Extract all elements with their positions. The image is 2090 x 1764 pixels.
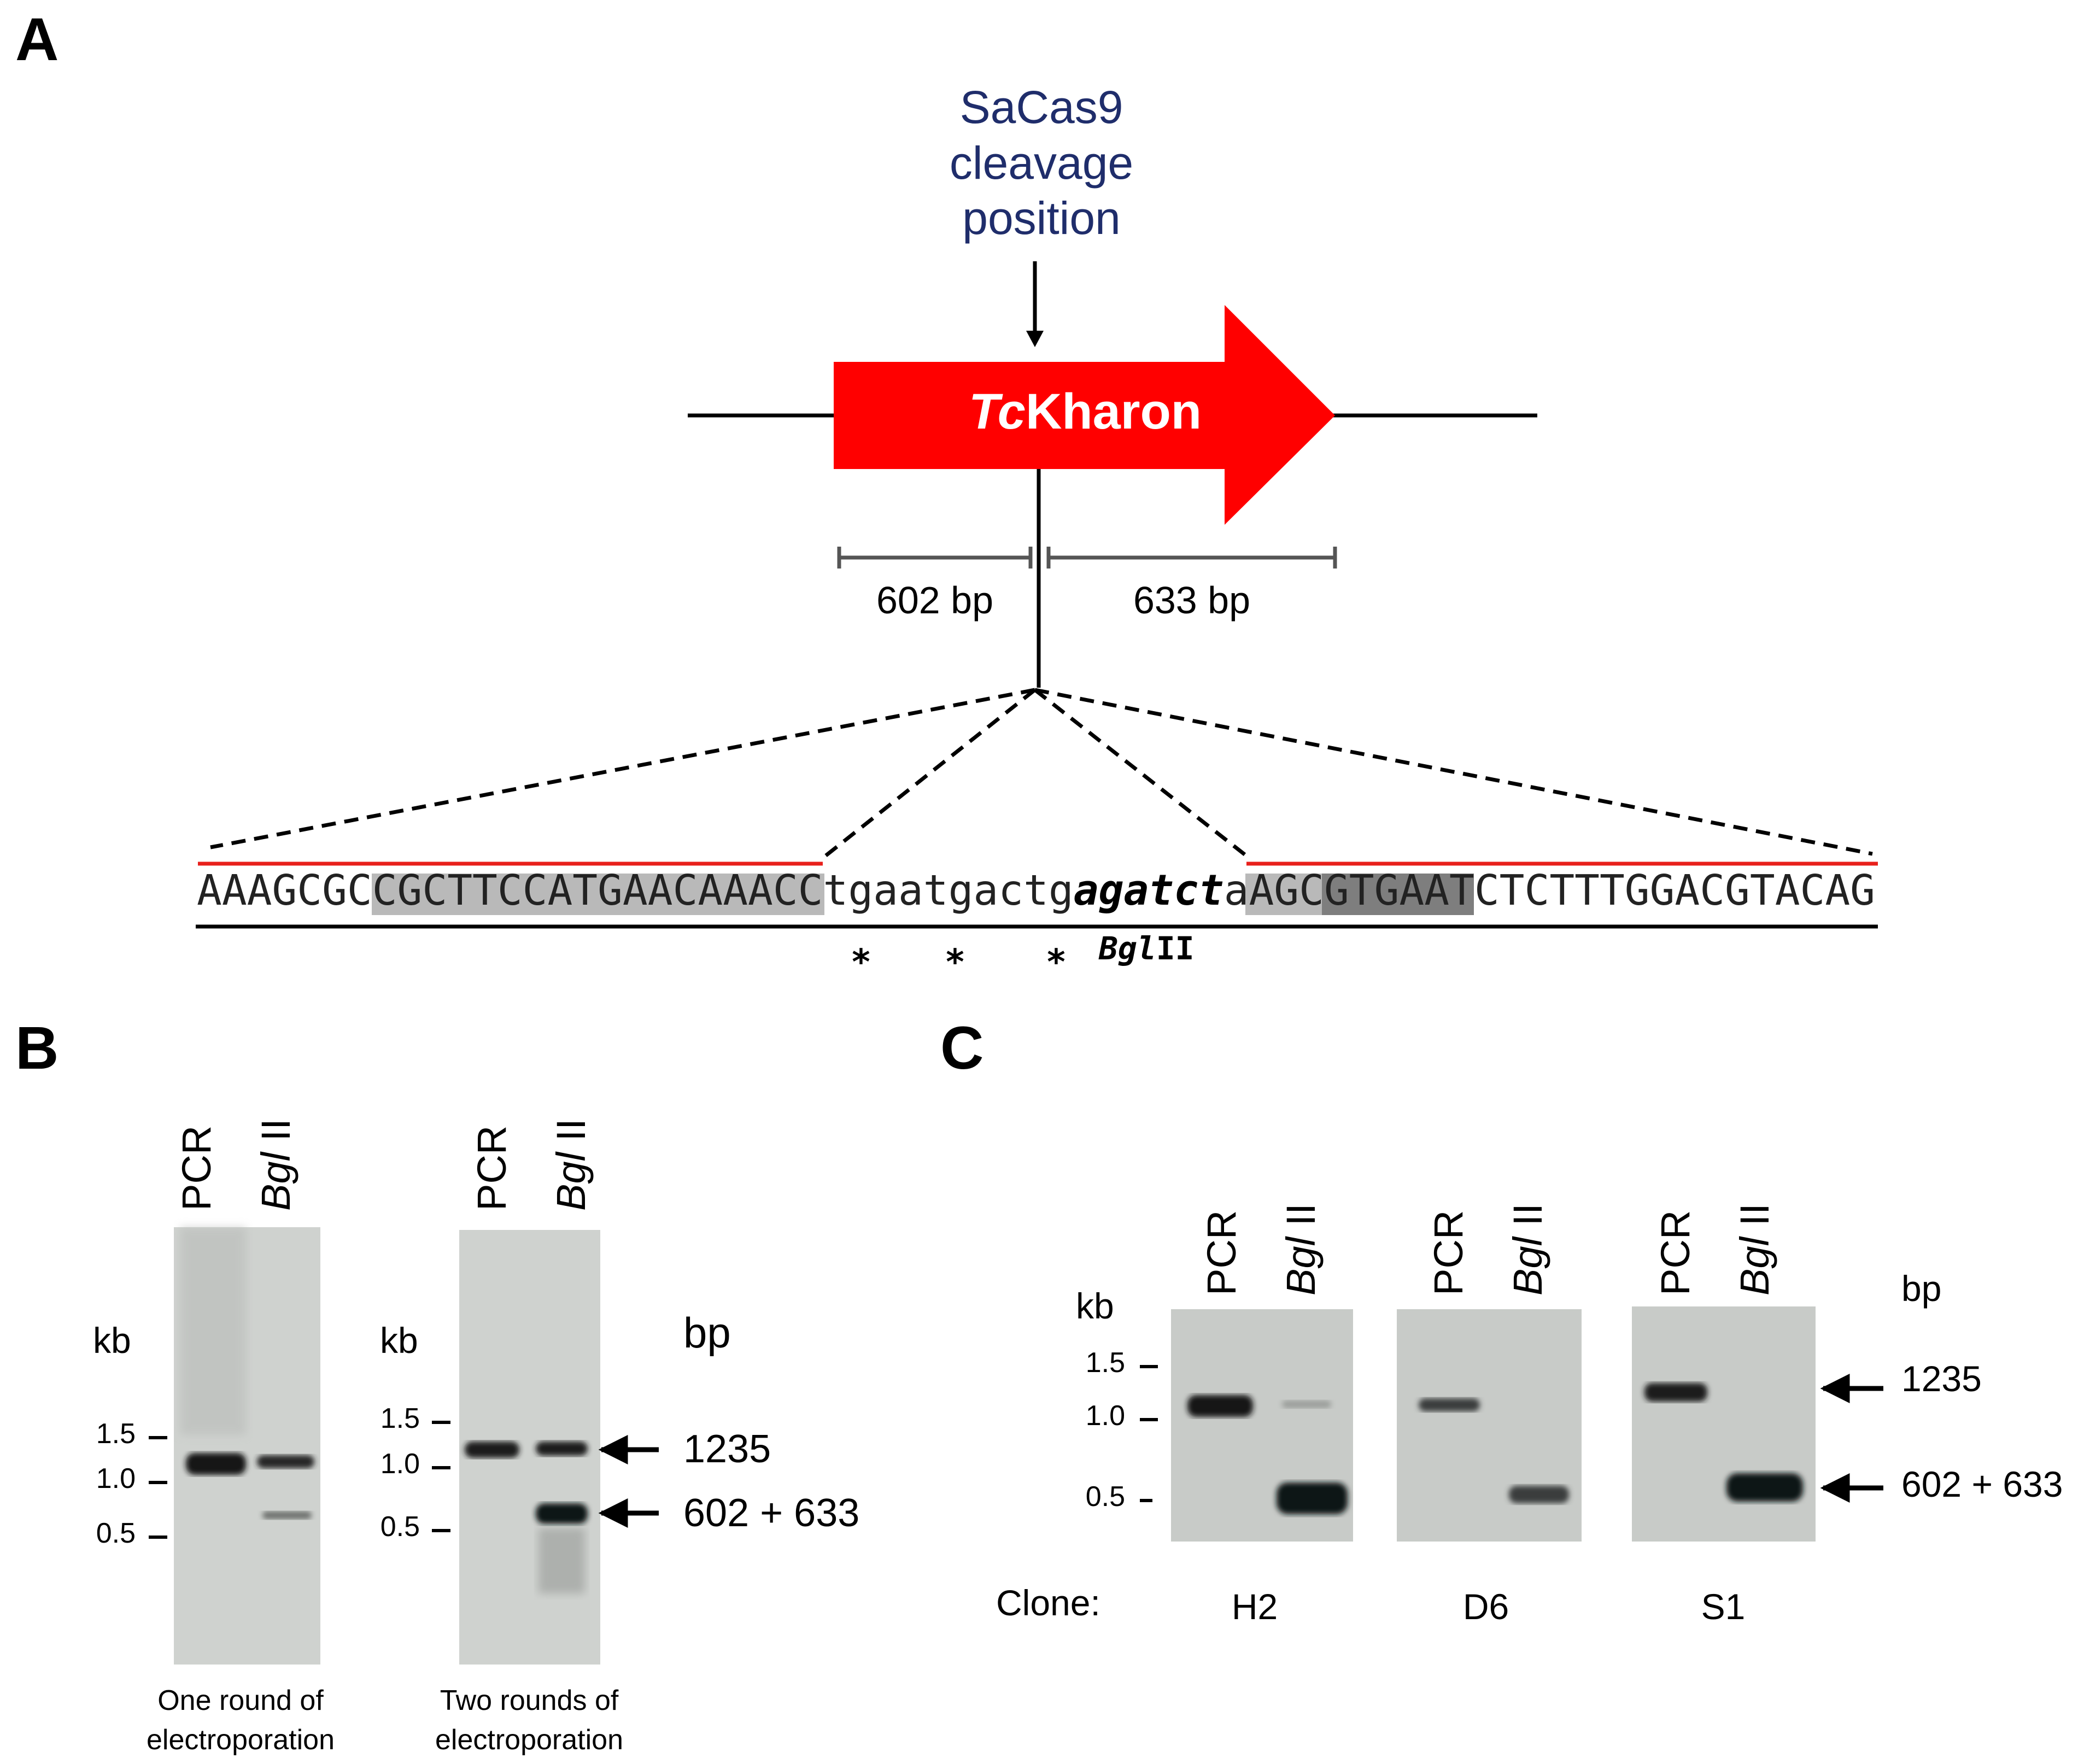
panel-c-band-label-1235: 1235 (1901, 1358, 1982, 1399)
fragment-label-left: 602 bp (876, 579, 993, 622)
sequence-highlight-right-light (1245, 874, 1322, 915)
gel-h2-band-digest-cut (1277, 1482, 1348, 1514)
asterisk-1: * (851, 942, 872, 983)
gel-2-digest-smear (538, 1528, 585, 1593)
zoom-line-inner-right (1033, 688, 1250, 859)
panel-c-markers: 1.5 1.0 0.5 (1086, 1347, 1125, 1513)
panel-c-marker-1.5: 1.5 (1086, 1347, 1125, 1379)
gel-2-unit-kb: kb (380, 1320, 418, 1361)
asterisk-3: * (1046, 942, 1067, 983)
gel-2-band-label-1235: 1235 (683, 1427, 771, 1471)
gel-2-band-digest-cut (536, 1503, 588, 1524)
clone-name-s1: S1 (1701, 1586, 1746, 1627)
gene-arrow (834, 305, 1335, 525)
asterisk-2: * (945, 942, 966, 983)
panel-c-letter: C (940, 1015, 983, 1082)
clone-names: H2 D6 S1 (1232, 1586, 1746, 1627)
panel-b-letter: B (15, 1015, 58, 1082)
gel-d6 (1397, 1309, 1582, 1542)
panel-c-band-label-602-633: 602 + 633 (1901, 1464, 2063, 1504)
sequence-highlight-right-dark (1322, 874, 1474, 915)
gel-1-marker-1.0: 1.0 (96, 1463, 136, 1495)
clone-name-d6: D6 (1463, 1586, 1509, 1627)
gel-1-marker-0.5: 0.5 (96, 1517, 136, 1549)
gel-2-unit-bp: bp (683, 1309, 731, 1357)
gel-h2-lane-bglii: Bgl II (1278, 1203, 1324, 1296)
fragment-label-right: 633 bp (1133, 579, 1250, 622)
panel-c-marker-1.0: 1.0 (1086, 1400, 1125, 1432)
panel-c-lane-labels: PCR Bgl II PCR Bgl II PCR Bgl II (1199, 1203, 1777, 1296)
gel-d6-lane-pcr: PCR (1426, 1210, 1471, 1296)
cleavage-label-line-2: cleavage (950, 137, 1133, 189)
gel-h2-lane-pcr: PCR (1199, 1210, 1244, 1296)
gel-2-marker-ticks (432, 1421, 450, 1532)
gel-s1-image (1632, 1306, 1816, 1542)
gel-2-band-digest-full (536, 1441, 588, 1456)
gel-2-marker-0.5: 0.5 (380, 1511, 420, 1543)
gel-d6-image (1397, 1309, 1582, 1542)
panel-c-unit-bp: bp (1901, 1268, 1941, 1309)
dna-sequence: AAAGCGCCGCTTCCATGAACAAACCtgaatgactgagatc… (197, 866, 1875, 915)
gel-1-lane-smear (180, 1227, 246, 1435)
gel-s1-band-digest-cut (1726, 1473, 1803, 1502)
panel-a: A SaCas9 cleavage position TcKharon 602 … (15, 6, 1878, 983)
gel-d6-lane-bglii: Bgl II (1505, 1203, 1550, 1296)
zoom-line-outer-left (210, 688, 1035, 849)
sequence-highlight-left (372, 874, 824, 915)
panel-c-unit-kb: kb (1076, 1286, 1114, 1326)
clone-name-h2: H2 (1232, 1586, 1278, 1627)
gel-1-unit-kb: kb (93, 1320, 131, 1361)
gel-2-markers: 1.5 1.0 0.5 (380, 1403, 420, 1543)
cleavage-label-line-1: SaCas9 (960, 81, 1123, 133)
gel-2-band-pcr (465, 1441, 519, 1458)
gel-2-marker-1.5: 1.5 (380, 1403, 420, 1434)
gel-1-caption-line-1: One round of (157, 1685, 324, 1716)
gel-1-band-digest-cut (262, 1511, 312, 1519)
zoom-line-outer-right (1034, 688, 1873, 856)
cleavage-label: SaCas9 cleavage position (950, 81, 1133, 244)
zoom-dashed-lines (210, 688, 1873, 859)
fragment-bars (837, 547, 1337, 569)
gel-h2-band-digest-full (1282, 1400, 1331, 1408)
gel-1-markers: 1.5 1.0 0.5 (96, 1418, 136, 1549)
gel-1-band-pcr (186, 1453, 246, 1475)
gel-1-marker-1.5: 1.5 (96, 1418, 136, 1450)
gel-2-marker-1.0: 1.0 (380, 1448, 420, 1480)
panel-c-marker-0.5: 0.5 (1086, 1481, 1125, 1513)
gel-2-lane-pcr: PCR (469, 1126, 514, 1211)
cleavage-arrowhead (1026, 331, 1044, 347)
gel-2-caption-line-1: Two rounds of (440, 1685, 619, 1716)
enzyme-site-label: BglII (1098, 930, 1195, 967)
gel-s1-lane-pcr: PCR (1653, 1210, 1698, 1296)
gel-1-band-digest-full (257, 1455, 314, 1468)
gel-s1-lane-bglii: Bgl II (1732, 1203, 1777, 1296)
panel-b: B PCR Bgl II kb 1.5 1.0 0.5 One round of… (15, 1015, 859, 1756)
gel-2-lane-bglii: Bgl II (548, 1118, 594, 1211)
gel-1-caption-line-2: electroporation (147, 1724, 335, 1756)
gel-2-band-label-602-633: 602 + 633 (683, 1491, 859, 1535)
gene-name: TcKharon (969, 384, 1202, 439)
gel-2-caption-line-2: electroporation (435, 1724, 623, 1756)
gel-1-lane-bglii: Bgl II (253, 1118, 298, 1211)
gel-s1-band-pcr (1644, 1383, 1707, 1402)
gel-2: PCR Bgl II kb 1.5 1.0 0.5 bp 1235 602 + (380, 1118, 859, 1756)
gel-d6-band-digest-cut (1509, 1486, 1569, 1503)
gel-h2 (1171, 1309, 1353, 1542)
gel-1: PCR Bgl II kb 1.5 1.0 0.5 One round of e… (93, 1118, 335, 1756)
cleavage-label-line-3: position (962, 192, 1121, 244)
gel-1-lane-pcr: PCR (174, 1126, 219, 1211)
mutation-asterisks: * * * (851, 942, 1067, 983)
zoom-line-inner-left (822, 688, 1037, 859)
panel-c-marker-ticks (1140, 1365, 1158, 1502)
gel-d6-band-pcr (1419, 1398, 1480, 1411)
gel-h2-band-pcr (1187, 1395, 1253, 1417)
panel-a-letter: A (15, 6, 58, 73)
gel-s1 (1632, 1306, 1816, 1542)
panel-c: C PCR Bgl II PCR Bgl II PCR Bgl II kb 1.… (940, 1015, 2063, 1627)
gel-1-marker-ticks (149, 1436, 167, 1539)
clone-label: Clone: (996, 1583, 1100, 1623)
